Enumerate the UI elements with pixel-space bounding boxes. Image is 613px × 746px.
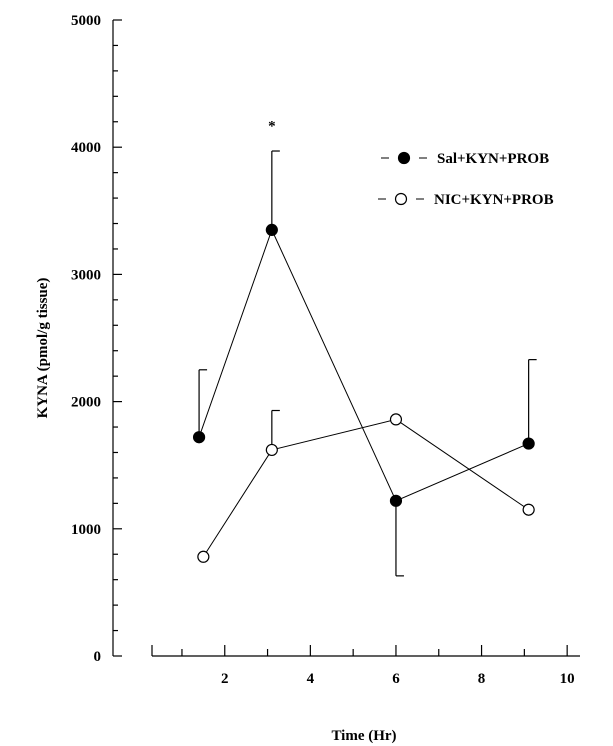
legend-label: Sal+KYN+PROB xyxy=(437,151,549,167)
legend: Sal+KYN+PROB NIC+KYN+PROB xyxy=(378,151,554,208)
legend-marker xyxy=(397,151,411,165)
series-1-point xyxy=(522,437,535,450)
x-tick-label: 10 xyxy=(560,671,575,687)
y-tick-label: 0 xyxy=(94,649,102,665)
series-2-point xyxy=(265,443,278,457)
series-2-point xyxy=(197,550,210,563)
legend-label: NIC+KYN+PROB xyxy=(434,192,554,208)
series-1-point xyxy=(265,223,278,236)
series-2-point xyxy=(522,503,535,516)
y-tick-label: 5000 xyxy=(71,13,101,29)
x-tick-label: 6 xyxy=(392,671,400,687)
y-tick-label: 1000 xyxy=(71,522,101,538)
x-tick-label: 8 xyxy=(478,671,486,687)
x-tick-label: 4 xyxy=(307,671,315,687)
y-axis-title: KYNA (pmol/g tissue) xyxy=(35,278,51,419)
series-layer: * xyxy=(192,118,537,577)
series-1-point xyxy=(192,431,206,444)
series-2-line xyxy=(202,418,529,558)
series-1-point xyxy=(389,494,403,507)
axes: 0 1000 2000 3000 4000 5000 2 4 6 8 10 xyxy=(71,13,580,687)
series-2-point xyxy=(389,413,403,426)
y-tick-label: 3000 xyxy=(71,267,101,283)
x-axis-title: Time (Hr) xyxy=(331,728,396,744)
y-tick-label: 4000 xyxy=(71,140,101,156)
y-tick-label: 2000 xyxy=(71,395,101,411)
series-1 xyxy=(192,150,537,577)
series-2 xyxy=(197,409,535,563)
series-1-line xyxy=(198,228,529,502)
x-tick-label: 2 xyxy=(221,671,229,687)
significance-marker: * xyxy=(268,118,276,134)
legend-marker xyxy=(394,192,408,206)
